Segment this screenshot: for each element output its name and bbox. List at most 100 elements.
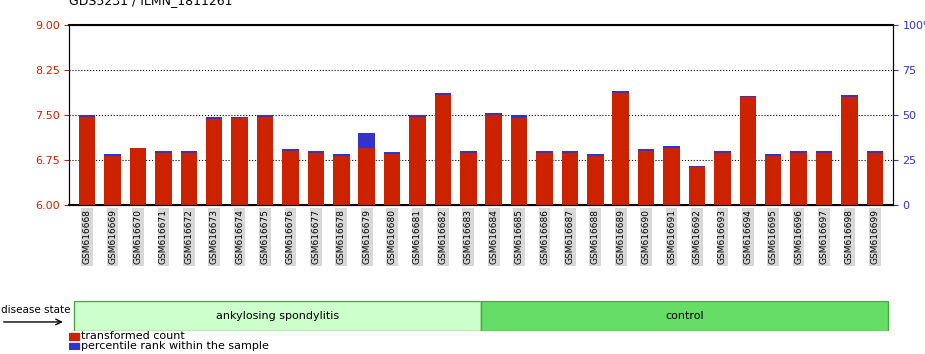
Bar xyxy=(481,301,888,331)
Text: GSM616669: GSM616669 xyxy=(108,209,117,264)
Bar xyxy=(638,149,654,151)
Text: GSM616697: GSM616697 xyxy=(820,209,829,264)
Text: GSM616678: GSM616678 xyxy=(337,209,346,264)
Text: GSM616691: GSM616691 xyxy=(667,209,676,264)
Bar xyxy=(409,115,426,117)
Bar xyxy=(231,118,248,205)
Bar xyxy=(69,343,79,349)
Text: GSM616699: GSM616699 xyxy=(870,209,880,264)
Bar xyxy=(561,153,578,205)
Bar xyxy=(155,153,172,205)
Bar xyxy=(231,116,248,118)
Text: GSM616672: GSM616672 xyxy=(184,209,193,264)
Bar xyxy=(105,154,121,156)
Bar xyxy=(663,148,680,205)
Text: GDS5231 / ILMN_1811261: GDS5231 / ILMN_1811261 xyxy=(69,0,233,7)
Bar xyxy=(155,151,172,153)
Text: GSM616679: GSM616679 xyxy=(363,209,371,264)
Text: GSM616683: GSM616683 xyxy=(463,209,473,264)
Bar xyxy=(587,154,604,156)
Bar xyxy=(841,97,857,205)
Bar xyxy=(358,133,375,148)
Bar xyxy=(282,149,299,151)
Bar xyxy=(180,151,197,153)
Text: GSM616671: GSM616671 xyxy=(159,209,168,264)
Bar xyxy=(790,151,807,153)
Text: GSM616682: GSM616682 xyxy=(438,209,448,264)
Bar xyxy=(333,154,350,156)
Bar xyxy=(867,153,883,205)
Bar xyxy=(841,95,857,97)
Bar xyxy=(435,93,451,95)
Bar xyxy=(79,117,95,205)
Bar xyxy=(612,91,629,93)
Bar xyxy=(714,153,731,205)
Bar xyxy=(69,333,79,340)
Bar xyxy=(333,156,350,205)
Bar xyxy=(74,301,481,331)
Text: GSM616674: GSM616674 xyxy=(235,209,244,264)
Bar xyxy=(282,151,299,205)
Bar xyxy=(511,118,527,205)
Bar xyxy=(180,153,197,205)
Text: GSM616696: GSM616696 xyxy=(794,209,803,264)
Text: GSM616695: GSM616695 xyxy=(769,209,778,264)
Text: GSM616673: GSM616673 xyxy=(210,209,218,264)
Bar xyxy=(739,96,756,97)
Bar xyxy=(714,151,731,153)
Text: percentile rank within the sample: percentile rank within the sample xyxy=(81,341,269,351)
Bar xyxy=(816,151,832,153)
Text: GSM616686: GSM616686 xyxy=(540,209,549,264)
Bar xyxy=(765,156,782,205)
Bar xyxy=(257,117,273,205)
Bar xyxy=(308,151,324,153)
Bar xyxy=(486,115,502,205)
Text: transformed count: transformed count xyxy=(81,331,185,341)
Text: GSM616670: GSM616670 xyxy=(133,209,142,264)
Bar xyxy=(689,167,705,205)
Bar xyxy=(79,115,95,117)
Bar xyxy=(384,154,401,205)
Bar xyxy=(816,153,832,205)
Text: GSM616687: GSM616687 xyxy=(565,209,574,264)
Text: GSM616698: GSM616698 xyxy=(845,209,854,264)
Text: GSM616692: GSM616692 xyxy=(693,209,701,264)
Bar xyxy=(130,148,146,205)
Bar xyxy=(511,115,527,118)
Bar xyxy=(460,153,476,205)
Text: GSM616677: GSM616677 xyxy=(312,209,320,264)
Bar xyxy=(257,115,273,117)
Text: GSM616690: GSM616690 xyxy=(642,209,650,264)
Bar xyxy=(867,151,883,153)
Bar xyxy=(612,93,629,205)
Text: ankylosing spondylitis: ankylosing spondylitis xyxy=(216,311,339,321)
Bar xyxy=(587,156,604,205)
Bar xyxy=(409,117,426,205)
Bar xyxy=(561,151,578,153)
Bar xyxy=(790,153,807,205)
Bar xyxy=(536,153,553,205)
Text: GSM616694: GSM616694 xyxy=(744,209,752,264)
Bar xyxy=(536,151,553,153)
Text: GSM616676: GSM616676 xyxy=(286,209,295,264)
Text: GSM616668: GSM616668 xyxy=(82,209,92,264)
Bar xyxy=(689,166,705,167)
Text: GSM616681: GSM616681 xyxy=(413,209,422,264)
Text: GSM616685: GSM616685 xyxy=(514,209,524,264)
Bar xyxy=(358,148,375,205)
Text: GSM616684: GSM616684 xyxy=(489,209,499,264)
Bar xyxy=(206,119,223,205)
Text: GSM616680: GSM616680 xyxy=(388,209,397,264)
Bar xyxy=(105,156,121,205)
Text: control: control xyxy=(665,311,704,321)
Bar xyxy=(435,95,451,205)
Bar xyxy=(206,117,223,119)
Bar xyxy=(765,154,782,156)
Bar xyxy=(638,151,654,205)
Bar xyxy=(460,151,476,153)
Text: GSM616675: GSM616675 xyxy=(261,209,269,264)
Bar xyxy=(663,146,680,148)
Text: GSM616689: GSM616689 xyxy=(616,209,625,264)
Text: GSM616693: GSM616693 xyxy=(718,209,727,264)
Bar xyxy=(739,97,756,205)
